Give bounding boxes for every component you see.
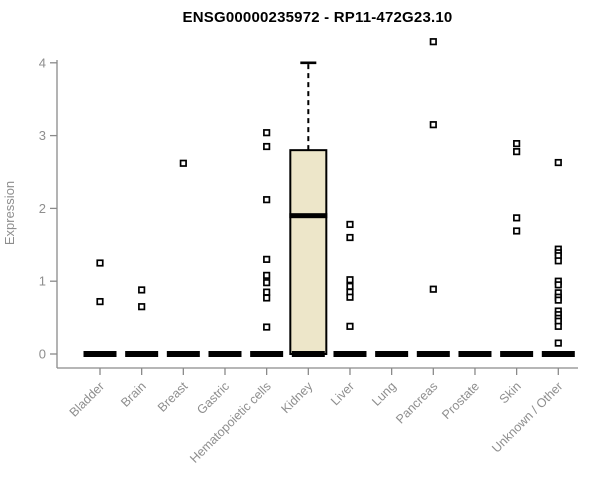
outlier-point <box>513 140 521 148</box>
zero-box-bar <box>208 351 242 357</box>
outlier-point <box>96 297 104 306</box>
outlier-point <box>429 38 437 46</box>
y-axis-label: Expression <box>2 181 17 245</box>
outlier-point <box>263 255 271 263</box>
x-tick-label: Breast <box>155 379 191 415</box>
x-tick-label: Pancreas <box>393 379 440 426</box>
outlier-point <box>263 196 271 204</box>
box <box>289 149 328 355</box>
x-tick-label: Bladder <box>67 379 107 419</box>
x-tick-label: Lung <box>369 379 399 409</box>
y-tick-label: 1 <box>39 274 46 289</box>
zero-box-bar <box>375 351 409 357</box>
outlier-point <box>554 322 562 330</box>
y-tick-label: 3 <box>39 128 46 143</box>
chart-title: ENSG00000235972 - RP11-472G23.10 <box>182 9 453 26</box>
outlier-point <box>263 294 271 302</box>
outlier-point <box>263 271 271 279</box>
x-tick-label: Hematopoietic cells <box>187 379 274 466</box>
outlier-point <box>513 214 521 222</box>
outlier-point <box>429 285 437 293</box>
outlier-point <box>554 296 562 304</box>
outlier-point <box>263 288 271 296</box>
outlier-point <box>346 220 354 229</box>
outlier-point <box>513 148 521 156</box>
outlier-point <box>179 159 187 167</box>
outlier-point <box>554 158 562 167</box>
median-line <box>289 213 328 219</box>
outlier-point <box>554 281 562 289</box>
zero-box-bar <box>541 351 575 357</box>
zero-box-bar <box>500 351 534 357</box>
y-tick-label: 2 <box>39 201 46 216</box>
outlier-point <box>346 233 354 242</box>
outlier-point <box>346 282 354 290</box>
zero-box-bar <box>458 351 492 357</box>
outlier-point <box>554 339 562 347</box>
zero-box-bar <box>333 351 367 357</box>
x-tick-label: Brain <box>118 379 149 410</box>
zero-box-bar <box>125 351 159 357</box>
outlier-point <box>513 227 521 235</box>
zero-box-bar <box>250 351 284 357</box>
outlier-point <box>346 276 354 284</box>
outlier-point <box>96 259 104 267</box>
x-tick-label: Gastric <box>194 379 232 417</box>
outlier-point <box>138 303 146 311</box>
x-tick-label: Skin <box>497 379 524 406</box>
y-tick-label: 0 <box>39 347 46 362</box>
outlier-point <box>346 293 354 301</box>
y-tick-label: 4 <box>39 55 46 70</box>
zero-box-bar <box>83 351 117 357</box>
zero-box-bar <box>166 351 200 357</box>
outlier-point <box>263 323 271 331</box>
outlier-point <box>429 121 437 129</box>
outlier-point <box>263 142 271 151</box>
x-tick-label: Prostate <box>439 379 482 422</box>
outlier-point <box>263 279 271 287</box>
x-tick-label: Kidney <box>279 379 316 416</box>
outlier-point <box>263 129 271 137</box>
box-lower-edge <box>291 351 325 357</box>
x-tick-label: Unknown / Other <box>489 379 565 455</box>
zero-box-bar <box>416 351 450 357</box>
outlier-point <box>346 322 354 330</box>
outlier-point <box>554 257 562 265</box>
outlier-point <box>138 286 146 294</box>
x-tick-label: Liver <box>328 379 357 408</box>
